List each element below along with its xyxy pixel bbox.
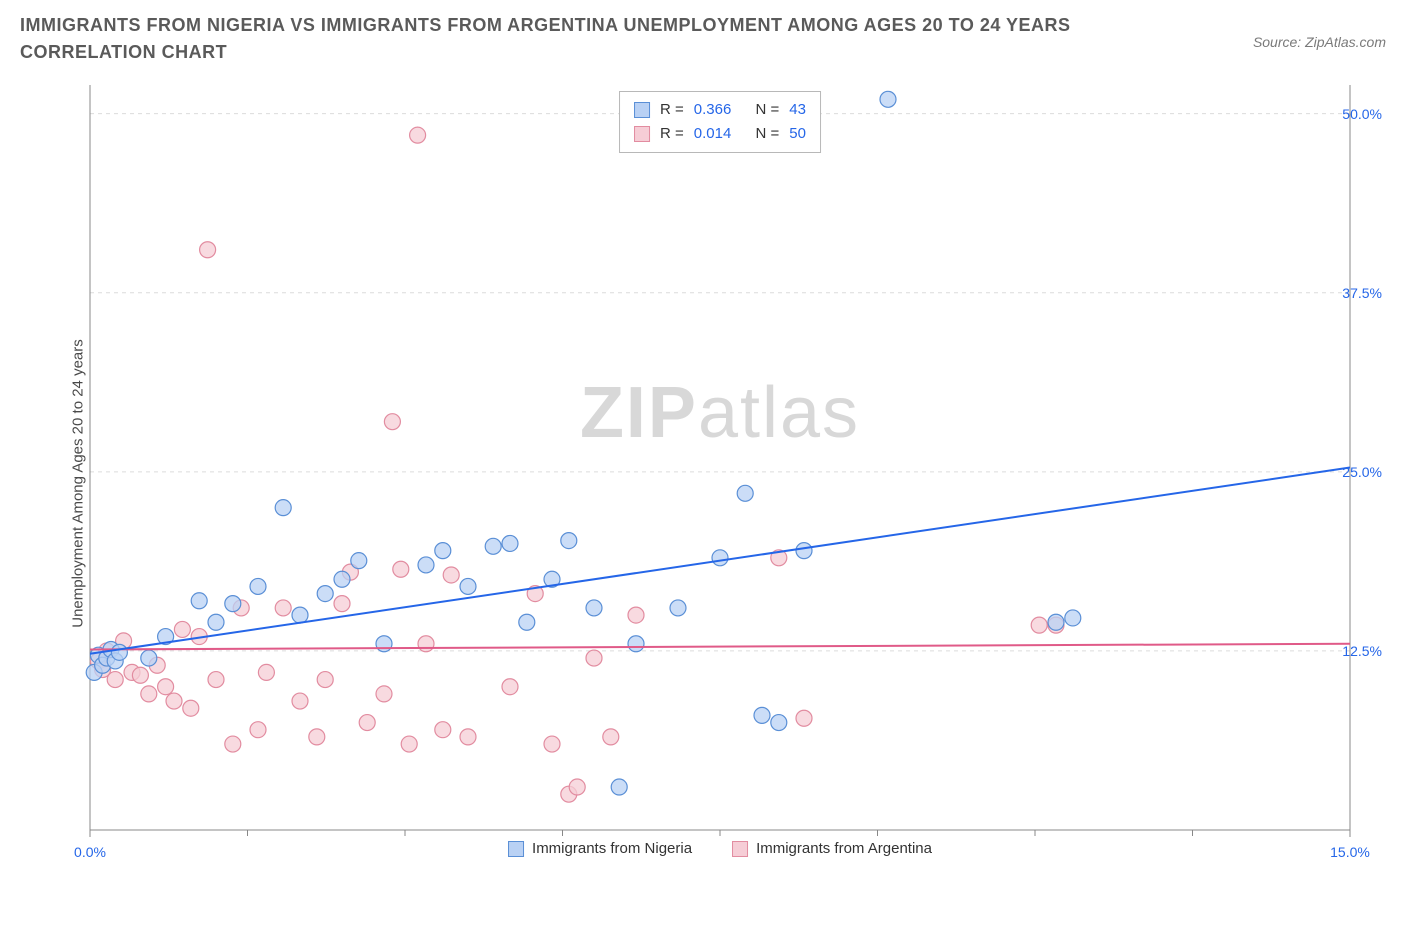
r-value-nigeria: 0.366: [694, 98, 732, 122]
legend-swatch-nigeria: [508, 841, 524, 857]
scatter-plot: [60, 85, 1370, 850]
stats-legend-box: R = 0.366 N = 43 R = 0.014 N = 50: [619, 91, 821, 153]
y-tick-label: 12.5%: [1342, 643, 1382, 659]
swatch-argentina: [634, 126, 650, 142]
series-legend: Immigrants from Nigeria Immigrants from …: [508, 840, 932, 857]
n-value-argentina: 50: [789, 122, 806, 146]
swatch-nigeria: [634, 102, 650, 118]
y-tick-label: 50.0%: [1342, 106, 1382, 122]
r-value-argentina: 0.014: [694, 122, 732, 146]
stats-row-argentina: R = 0.014 N = 50: [634, 122, 806, 146]
chart-container: Unemployment Among Ages 20 to 24 years Z…: [60, 85, 1380, 865]
source-attribution: Source: ZipAtlas.com: [1253, 12, 1386, 50]
legend-swatch-argentina: [732, 841, 748, 857]
n-value-nigeria: 43: [789, 98, 806, 122]
x-tick-label: 0.0%: [74, 844, 106, 860]
x-tick-label: 15.0%: [1330, 844, 1370, 860]
stats-row-nigeria: R = 0.366 N = 43: [634, 98, 806, 122]
y-tick-label: 25.0%: [1342, 464, 1382, 480]
chart-title: IMMIGRANTS FROM NIGERIA VS IMMIGRANTS FR…: [20, 12, 1120, 66]
y-tick-label: 37.5%: [1342, 285, 1382, 301]
legend-item-argentina: Immigrants from Argentina: [732, 840, 932, 857]
legend-item-nigeria: Immigrants from Nigeria: [508, 840, 692, 857]
